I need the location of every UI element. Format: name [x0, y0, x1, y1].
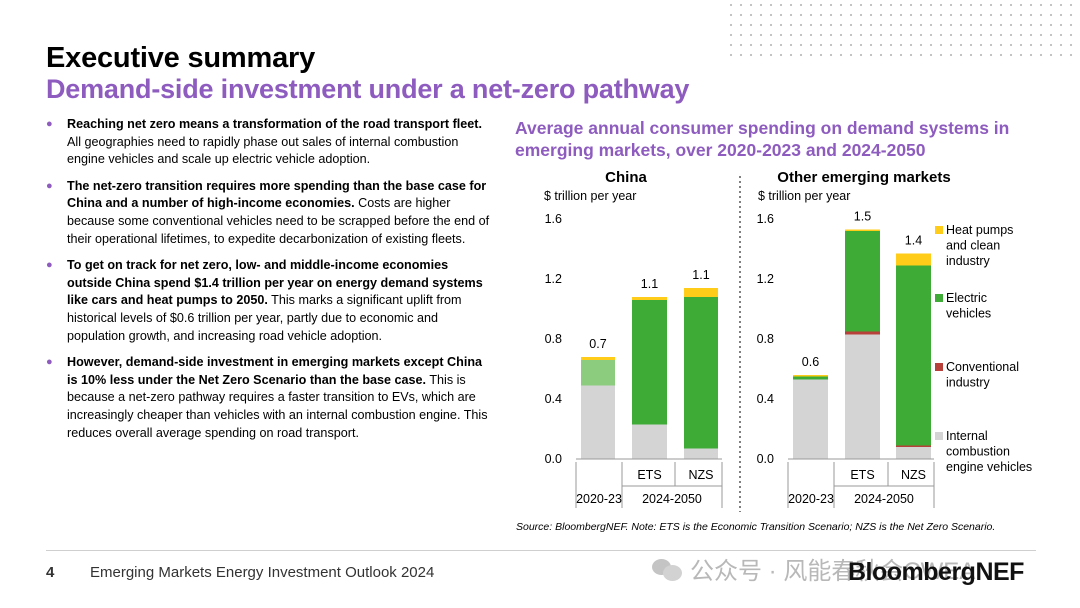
watermark: 公众号 · 风能春秋会CWEA: [652, 551, 975, 586]
legend-label: Internal: [946, 429, 988, 443]
bar-segment: [845, 229, 880, 231]
bullet-item: ● To get on track for net zero, low- and …: [46, 257, 494, 345]
bar-segment: [793, 376, 828, 380]
bar-segment: [793, 379, 828, 459]
legend-label: Electric: [946, 291, 987, 305]
y-tick-label: 1.6: [757, 212, 774, 226]
chart-title: Average annual consumer spending on dema…: [515, 118, 1010, 160]
bloombergnef-logo: BloombergNEF: [848, 558, 1024, 586]
bullet-bold-text: To get on track for net zero, low- and m…: [67, 258, 483, 308]
bar-total-label: 0.6: [802, 355, 819, 369]
bar-segment: [632, 300, 667, 425]
legend-swatch: [935, 363, 943, 371]
report-name: Emerging Markets Energy Investment Outlo…: [90, 564, 435, 581]
bullet-body-text: All geographies need to rapidly phase ou…: [67, 134, 459, 167]
legend-label: Heat pumps: [946, 223, 1013, 237]
footer-divider: [46, 550, 1036, 551]
legend-swatch: [935, 226, 943, 234]
bullet-body-text: This is because a net-zero pathway requi…: [67, 372, 488, 440]
x-tick-label: ETS: [850, 468, 874, 482]
bar-segment: [896, 447, 931, 459]
x-tick-label: ETS: [637, 468, 661, 482]
bullet-dot-icon: ●: [46, 179, 53, 192]
bullet-bold-text: The net-zero transition requires more sp…: [67, 178, 487, 211]
bar-total-label: 1.1: [692, 268, 709, 282]
y-tick-label: 0.0: [545, 452, 562, 466]
bar-segment: [684, 288, 718, 297]
legend-label: combustion: [946, 445, 1010, 459]
bar-segment: [845, 334, 880, 459]
legend-swatch: [935, 432, 943, 440]
y-tick-label: 1.2: [757, 272, 774, 286]
chart-panel-title: Other emerging markets: [777, 169, 950, 186]
page-number: 4: [46, 564, 55, 581]
bar-total-label: 1.4: [905, 234, 922, 248]
page-subtitle: Demand-side investment under a net-zero …: [46, 74, 690, 104]
bullet-item: ● The net-zero transition requires more s…: [46, 178, 494, 248]
group-label: 2020-23: [576, 492, 622, 506]
y-tick-label: 0.8: [545, 332, 562, 346]
bar-total-label: 0.7: [589, 337, 606, 351]
y-tick-label: 0.8: [757, 332, 774, 346]
legend-label: engine vehicles: [946, 460, 1032, 474]
bar-segment: [896, 253, 931, 266]
legend-label: industry: [946, 254, 991, 268]
bullet-bold-text: Reaching net zero means a transformation…: [67, 117, 482, 131]
bar-segment: [684, 448, 718, 459]
legend-label: Conventional: [946, 360, 1019, 374]
y-axis-label: $ trillion per year: [758, 189, 850, 203]
legend-label: industry: [946, 376, 991, 390]
bar-segment: [896, 445, 931, 447]
legend-label: vehicles: [946, 307, 991, 321]
watermark-text: 公众号 · 风能春秋会CWEA: [690, 558, 976, 585]
y-tick-label: 0.0: [757, 452, 774, 466]
x-tick-label: NZS: [689, 468, 714, 482]
bullet-dot-icon: ●: [46, 118, 53, 130]
legend-swatch: [935, 294, 943, 302]
legend-label: and clean: [946, 239, 1000, 253]
y-axis-label: $ trillion per year: [544, 189, 636, 203]
bar-segment: [793, 375, 828, 377]
bullet-dot-icon: ●: [46, 259, 53, 272]
bar-total-label: 1.1: [641, 277, 658, 291]
bar-segment: [581, 385, 615, 459]
bar-segment: [632, 424, 667, 459]
y-tick-label: 1.2: [545, 272, 562, 286]
bullet-item: ● However, demand-side investment in emer…: [46, 354, 494, 442]
bullet-dot-icon: ●: [46, 356, 53, 369]
bar-segment: [581, 357, 615, 360]
x-tick-label: NZS: [901, 468, 926, 482]
group-label: 2024-2050: [854, 492, 914, 506]
bar-segment: [581, 360, 615, 386]
bullet-body-text: Costs are higher because some convention…: [67, 196, 490, 246]
bar-segment: [845, 331, 880, 335]
bar-segment: [632, 297, 667, 300]
wechat-icon: [652, 557, 682, 581]
bullet-body-text: This marks a significant uplift from his…: [67, 293, 462, 343]
group-label: 2020-23: [788, 492, 834, 506]
bar-segment: [896, 265, 931, 446]
group-label: 2024-2050: [642, 492, 702, 506]
chart-panel-title: China: [605, 169, 647, 186]
page-title: Executive summary: [46, 42, 316, 74]
bar-total-label: 1.5: [854, 210, 871, 224]
y-tick-label: 0.4: [545, 392, 562, 406]
bullet-bold-text: However, demand-side investment in emerg…: [67, 355, 483, 387]
bar-segment: [684, 297, 718, 449]
summary-bullets: ● Reaching net zero means a transformatio…: [46, 116, 494, 451]
y-tick-label: 1.6: [545, 212, 562, 226]
bar-segment: [845, 231, 880, 332]
source-note: Source: BloombergNEF. Note: ETS is the E…: [516, 521, 996, 533]
decorative-dot-grid: [726, 0, 1080, 64]
bullet-item: ● Reaching net zero means a transformatio…: [46, 116, 494, 169]
y-tick-label: 0.4: [757, 392, 774, 406]
